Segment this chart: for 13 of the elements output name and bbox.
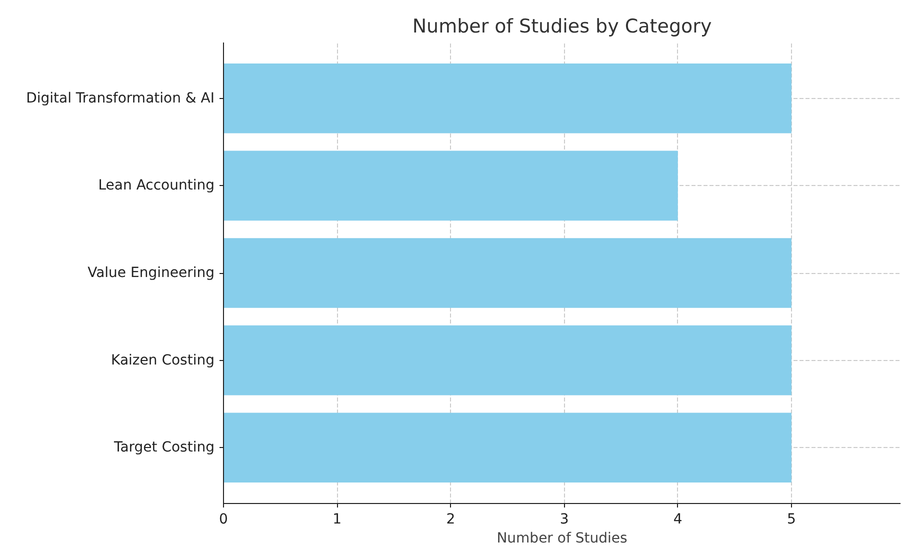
x-tick-label: 4	[673, 512, 682, 528]
y-tick-label: Value Engineering	[88, 265, 215, 281]
x-tick-label: 5	[787, 512, 796, 528]
x-axis-title: Number of Studies	[496, 530, 628, 546]
y-tick-label: Lean Accounting	[98, 178, 215, 194]
y-tick-label: Kaizen Costing	[111, 352, 215, 368]
x-tick-label: 2	[446, 512, 456, 528]
y-tick-label: Digital Transformation & AI	[26, 90, 215, 106]
y-tick-label: Target Costing	[112, 440, 215, 456]
x-tick-label: 3	[560, 512, 569, 528]
chart-title: Number of Studies by Category	[412, 16, 712, 38]
x-tick-label: 1	[332, 512, 342, 528]
x-tick-label: 0	[219, 512, 228, 528]
